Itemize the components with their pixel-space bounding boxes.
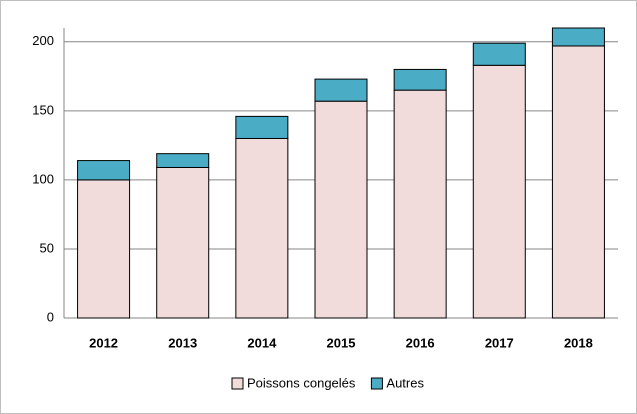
bar-segment [156, 166, 210, 319]
bar-segment [551, 27, 605, 47]
bar-segment [77, 179, 131, 319]
y-tick-label: 100 [32, 171, 54, 186]
x-tick-label: 2018 [564, 335, 593, 350]
bar-segment [235, 137, 289, 319]
bar-segment [235, 115, 289, 139]
bar-segment [77, 160, 131, 181]
y-tick-label: 150 [32, 102, 54, 117]
y-tick-label: 50 [40, 240, 54, 255]
bar-segment [551, 45, 605, 319]
y-tick-label: 0 [47, 309, 54, 324]
bar-segment [393, 68, 447, 91]
y-tick-label: 200 [32, 33, 54, 48]
legend-swatch [370, 377, 383, 390]
bar-segment [472, 42, 526, 66]
x-tick-label: 2014 [247, 335, 277, 350]
x-tick-label: 2013 [168, 335, 197, 350]
x-tick-label: 2012 [89, 335, 118, 350]
bar-segment [314, 100, 368, 319]
bar-segment [393, 89, 447, 319]
legend-swatch [231, 377, 244, 390]
legend-label: Poissons congelés [247, 375, 356, 390]
legend-label: Autres [386, 375, 424, 390]
x-tick-label: 2017 [485, 335, 514, 350]
x-tick-label: 2015 [327, 335, 356, 350]
bar-segment [156, 153, 210, 168]
bar-segment [314, 78, 368, 102]
x-tick-label: 2016 [406, 335, 435, 350]
bar-segment [472, 64, 526, 319]
